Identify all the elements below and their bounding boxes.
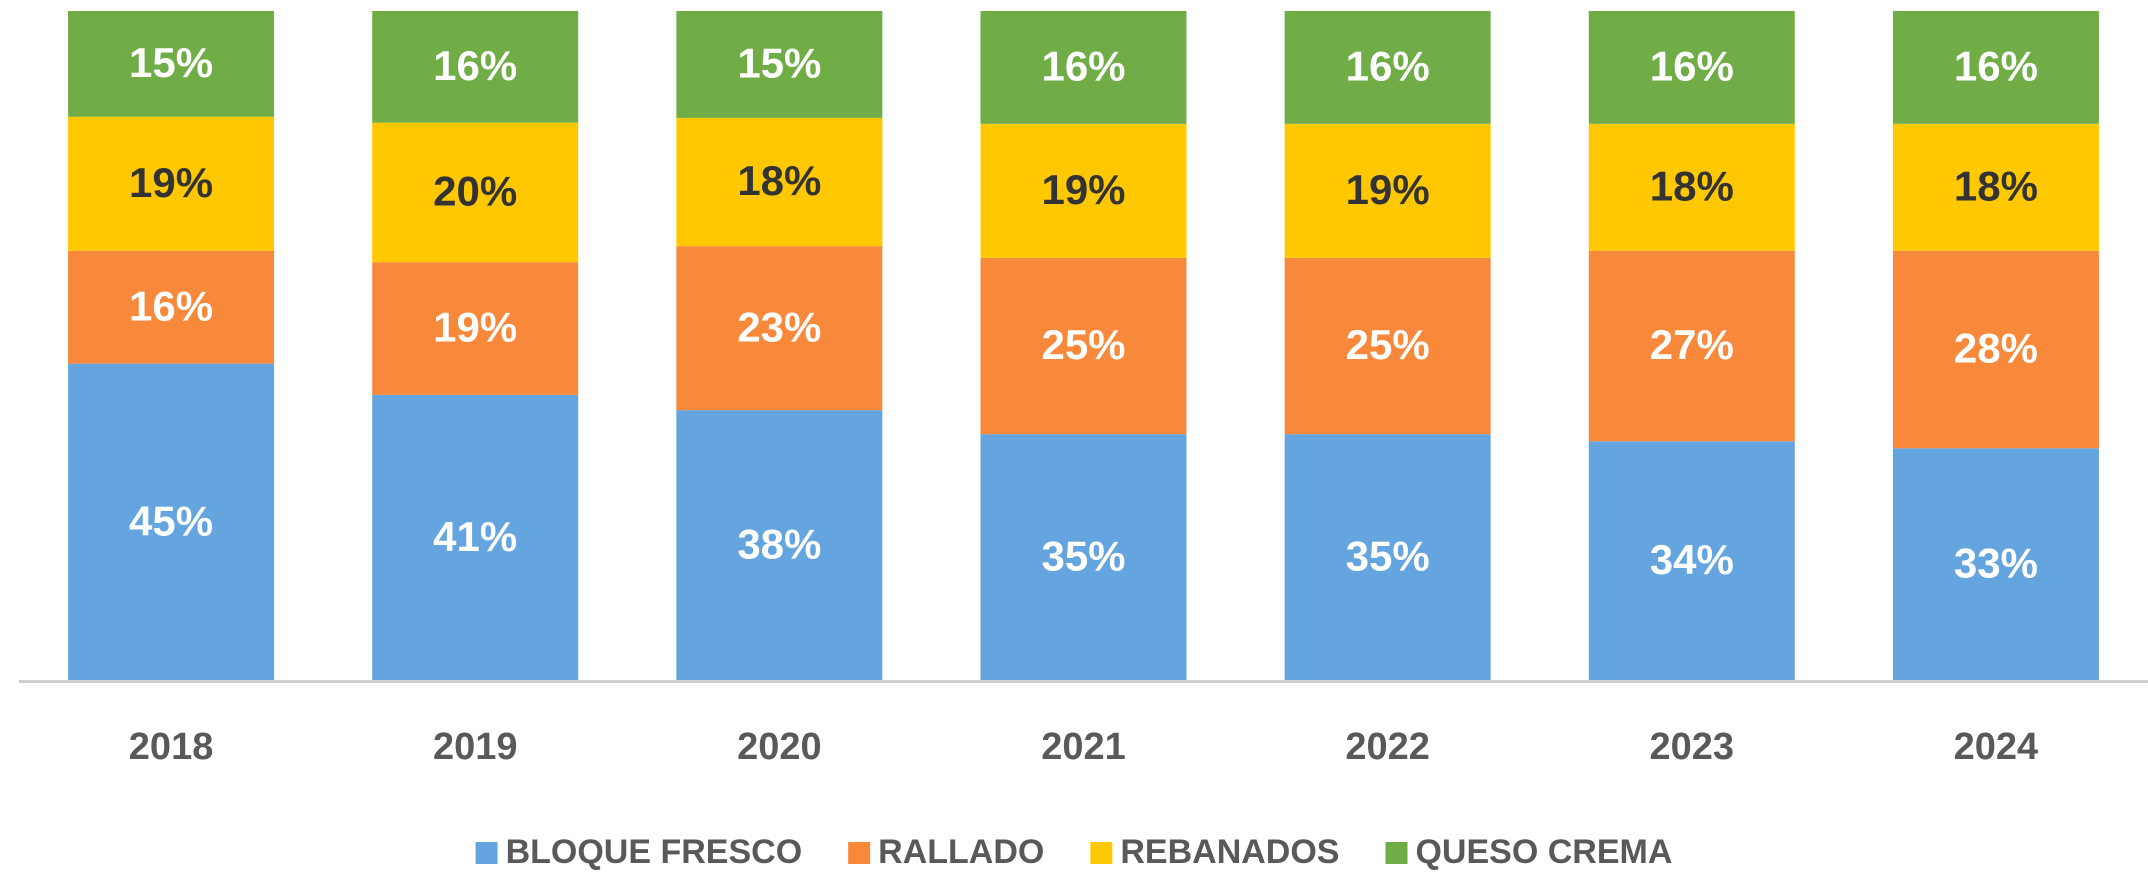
data-label: 15%	[129, 39, 213, 86]
data-label: 23%	[737, 303, 821, 350]
bar-segment	[980, 257, 1187, 435]
x-tick-label: 2024	[1954, 726, 2039, 768]
legend-swatch	[475, 842, 498, 864]
data-label: 45%	[129, 497, 213, 544]
legend-swatch	[1090, 842, 1113, 864]
bar-segment	[68, 11, 275, 117]
bar-segment	[980, 11, 1187, 124]
bar-segment	[372, 262, 579, 395]
bar-segment	[980, 434, 1187, 681]
data-label: 16%	[433, 42, 517, 89]
bar-segment	[676, 117, 883, 247]
data-label: 25%	[1041, 321, 1125, 368]
data-label: 28%	[1954, 325, 2038, 372]
x-tick-label: 2022	[1345, 726, 1430, 768]
data-label: 34%	[1650, 536, 1734, 583]
x-tick-label: 2019	[433, 726, 518, 768]
data-label: 18%	[737, 157, 821, 204]
x-tick-label: 2021	[1041, 726, 1126, 768]
bar-segment	[1284, 434, 1491, 681]
bar-segment	[1588, 441, 1795, 681]
x-tick-label: 2018	[129, 726, 214, 768]
bar-segment	[68, 363, 275, 681]
data-label: 27%	[1650, 321, 1734, 368]
data-label: 38%	[737, 521, 821, 568]
legend-swatch	[848, 842, 871, 864]
legend-label: BLOQUE FRESCO	[506, 833, 803, 871]
data-label: 16%	[1346, 43, 1430, 90]
bar-segment	[676, 246, 883, 411]
data-label: 33%	[1954, 540, 2038, 587]
bar-segment	[372, 122, 579, 263]
legend-label: QUESO CREMA	[1415, 833, 1672, 871]
bar-segment	[1892, 11, 2099, 124]
bar-segment	[68, 116, 275, 251]
bar-segment	[1284, 257, 1491, 435]
data-label: 16%	[129, 282, 213, 329]
data-label: 25%	[1346, 321, 1430, 368]
data-label: 35%	[1346, 533, 1430, 580]
data-label: 18%	[1650, 162, 1734, 209]
data-label: 15%	[737, 40, 821, 87]
bar-segment	[372, 11, 579, 123]
bar-segment	[1284, 123, 1491, 258]
bar-segment	[676, 410, 883, 681]
data-label: 16%	[1650, 43, 1734, 90]
data-label: 41%	[433, 513, 517, 560]
x-tick-label: 2020	[737, 726, 822, 768]
data-label: 20%	[433, 168, 517, 215]
data-label: 16%	[1041, 43, 1125, 90]
bar-segment	[1892, 123, 2099, 251]
bar-segment	[1588, 250, 1795, 442]
data-label: 19%	[1041, 166, 1125, 213]
bar-segment	[1892, 448, 2099, 681]
data-label: 19%	[1346, 166, 1430, 213]
data-label: 19%	[129, 159, 213, 206]
legend-label: RALLADO	[878, 833, 1044, 871]
bar-segment	[68, 250, 275, 364]
legend-label: REBANADOS	[1120, 833, 1339, 871]
data-label: 35%	[1041, 533, 1125, 580]
x-tick-label: 2023	[1650, 726, 1735, 768]
data-label: 18%	[1954, 162, 2038, 209]
bar-segment	[676, 11, 883, 118]
data-label: 16%	[1954, 43, 2038, 90]
bar-segment	[980, 123, 1187, 258]
bar-segment	[372, 394, 579, 681]
bar-segment	[1284, 11, 1491, 124]
bar-segment	[1892, 250, 2099, 449]
bar-segment	[1588, 11, 1795, 124]
data-label: 19%	[433, 304, 517, 351]
legend-swatch	[1385, 842, 1408, 864]
bar-segment	[1588, 123, 1795, 251]
